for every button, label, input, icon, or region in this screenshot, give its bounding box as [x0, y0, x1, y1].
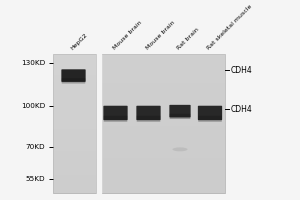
FancyBboxPatch shape [62, 78, 85, 84]
Bar [52, 54, 96, 193]
Text: 70KD: 70KD [26, 144, 45, 150]
Ellipse shape [172, 147, 188, 151]
Text: Rat skeletal muscle: Rat skeletal muscle [206, 4, 254, 51]
Text: HepG2: HepG2 [70, 32, 89, 51]
FancyBboxPatch shape [61, 69, 86, 82]
Text: Mouse brain: Mouse brain [145, 20, 176, 51]
Text: 130KD: 130KD [21, 60, 45, 66]
Text: CDH4: CDH4 [230, 66, 252, 75]
FancyBboxPatch shape [104, 116, 128, 122]
FancyBboxPatch shape [137, 116, 160, 122]
FancyBboxPatch shape [169, 105, 191, 117]
FancyBboxPatch shape [198, 116, 222, 122]
Text: 100KD: 100KD [21, 103, 45, 109]
FancyBboxPatch shape [103, 106, 128, 120]
Text: 55KD: 55KD [26, 176, 45, 182]
Text: CDH4: CDH4 [230, 105, 252, 114]
FancyBboxPatch shape [198, 106, 222, 120]
Bar [100, 54, 225, 193]
FancyBboxPatch shape [136, 106, 161, 120]
Text: Rat brain: Rat brain [176, 27, 200, 51]
FancyBboxPatch shape [170, 114, 190, 119]
Text: Mouse brain: Mouse brain [112, 20, 143, 51]
